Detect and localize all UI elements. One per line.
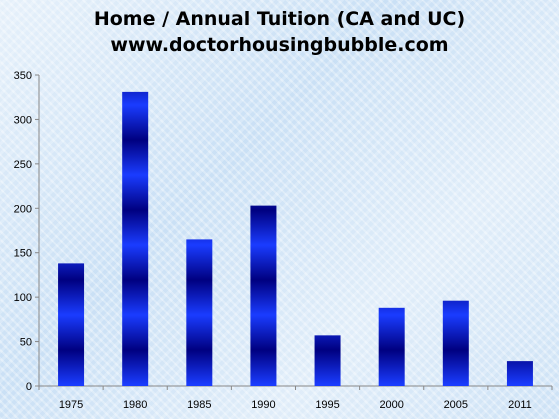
y-tick-label: 200 xyxy=(14,203,32,215)
y-tick-label: 150 xyxy=(14,248,32,260)
bar-1990 xyxy=(250,205,277,386)
x-tick-label-1980: 1980 xyxy=(123,399,147,411)
chart-tick-labels: 0 50 100 150 200 250 300 350 1975 1980 1985 1990 199… xyxy=(14,70,532,411)
y-tick-label: 300 xyxy=(14,114,32,126)
x-tick-label-1995: 1995 xyxy=(315,399,339,411)
x-tick-label-1975: 1975 xyxy=(59,399,83,411)
x-tick-label-1990: 1990 xyxy=(251,399,275,411)
bar-1995 xyxy=(314,335,341,386)
bar-1985 xyxy=(186,239,213,386)
chart-title-block: Home / Annual Tuition (CA and UC) www.do… xyxy=(0,6,559,58)
bar-1980 xyxy=(122,91,149,386)
chart-bars xyxy=(58,91,533,386)
x-tick-label-2005: 2005 xyxy=(444,399,468,411)
bar-1975 xyxy=(58,263,85,386)
x-tick-label-2011: 2011 xyxy=(508,399,532,411)
chart-title: Home / Annual Tuition (CA and UC) xyxy=(93,8,466,30)
y-tick-label: 0 xyxy=(26,381,32,393)
chart-axes xyxy=(35,74,553,390)
y-tick-label: 100 xyxy=(14,292,32,304)
chart-subtitle: www.doctorhousingbubble.com xyxy=(110,34,449,56)
x-tick-label-1985: 1985 xyxy=(187,399,211,411)
y-tick-label: 250 xyxy=(14,159,32,171)
bar-2011 xyxy=(506,361,533,386)
y-tick-label: 350 xyxy=(14,70,32,82)
bar-2000 xyxy=(378,307,405,386)
y-tick-label: 50 xyxy=(20,337,32,349)
x-tick-label-2000: 2000 xyxy=(379,399,403,411)
bar-2005 xyxy=(442,300,469,386)
